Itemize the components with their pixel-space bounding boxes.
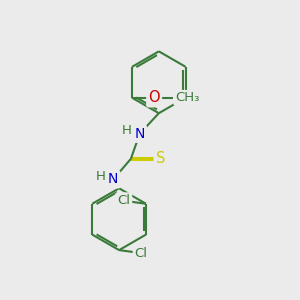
Text: S: S <box>156 151 165 166</box>
Text: H: H <box>96 170 106 183</box>
Text: O: O <box>148 90 160 105</box>
Text: H: H <box>122 124 131 137</box>
Text: CH₃: CH₃ <box>175 91 199 104</box>
Text: Cl: Cl <box>135 247 148 260</box>
Text: N: N <box>108 172 119 186</box>
Text: N: N <box>134 127 145 141</box>
Text: Cl: Cl <box>117 194 130 207</box>
